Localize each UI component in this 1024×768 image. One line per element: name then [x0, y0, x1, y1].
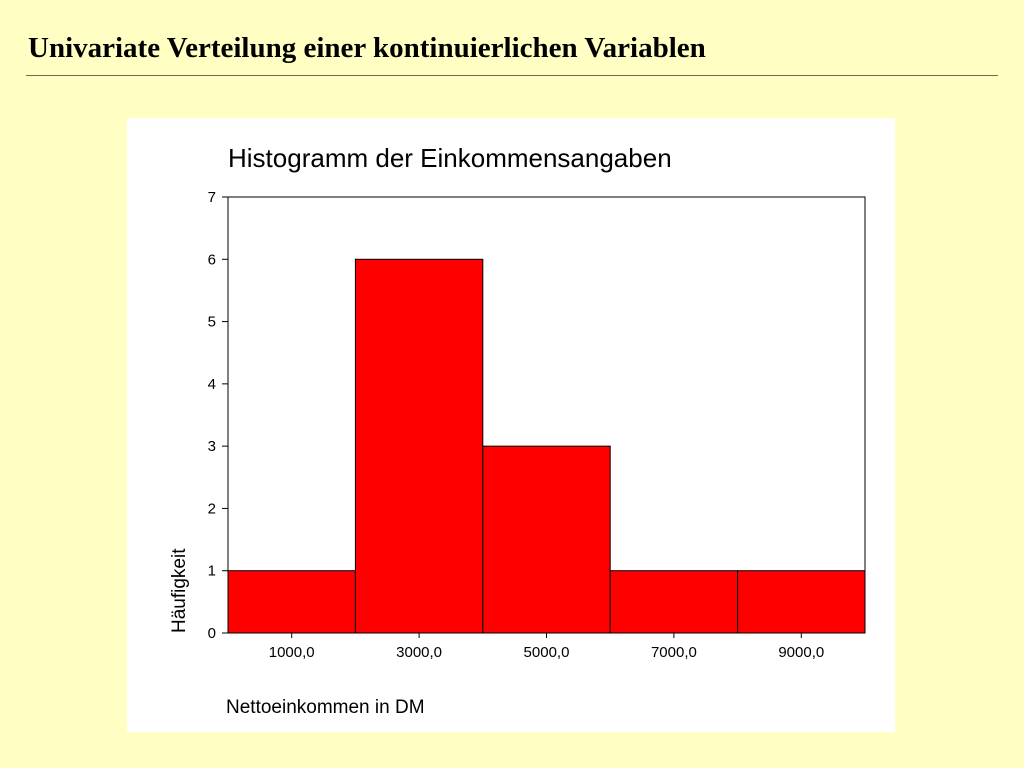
x-axis-label: Nettoeinkommen in DM	[226, 697, 425, 718]
x-tick-label: 7000,0	[651, 644, 697, 661]
y-tick-label: 2	[208, 500, 216, 517]
chart-title: Histogramm der Einkommensangaben	[228, 143, 672, 173]
x-tick-label: 3000,0	[396, 644, 442, 661]
y-tick-label: 6	[208, 251, 216, 268]
slide-title: Univariate Verteilung einer kontinuierli…	[28, 32, 706, 64]
y-tick-label: 5	[208, 314, 216, 331]
y-axis-label: Häufigkeit	[169, 548, 190, 633]
title-divider	[26, 75, 998, 76]
x-tick-label: 1000,0	[269, 644, 315, 661]
histogram-bar	[609, 570, 739, 634]
histogram-bar	[737, 570, 866, 634]
y-tick-label: 1	[208, 563, 216, 580]
histogram-bar	[354, 258, 484, 634]
y-tick-label: 0	[208, 625, 216, 642]
y-tick-label: 3	[208, 438, 216, 455]
histogram-bar	[227, 570, 356, 634]
x-tick-label: 5000,0	[524, 644, 570, 661]
histogram-bar	[482, 445, 611, 634]
x-tick-label: 9000,0	[778, 644, 824, 661]
chart-panel: Histogramm der Einkommensangaben 0 1 2 3 4 5 6…	[127, 118, 895, 732]
histogram-chart: Histogramm der Einkommensangaben 0 1 2 3 4 5 6…	[169, 143, 866, 718]
plot-area: 0 1 2 3 4 5 6 7 1000,0 3000,0 5000,0 7000,0 9000,0	[208, 189, 866, 661]
y-tick-label: 4	[208, 376, 216, 393]
y-tick-label: 7	[208, 189, 216, 206]
